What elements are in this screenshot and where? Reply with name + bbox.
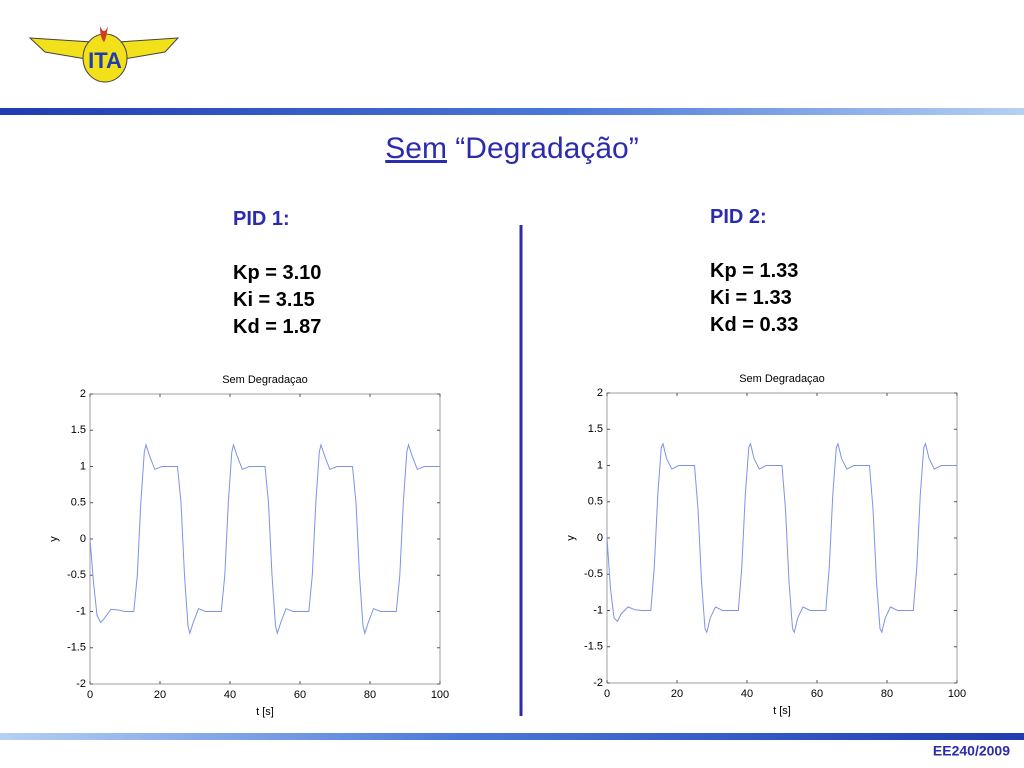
title-underlined: Sem — [385, 132, 447, 165]
x-tick-label: 60 — [294, 689, 306, 701]
x-tick-label: 100 — [431, 689, 449, 701]
y-tick-label: -1.5 — [584, 641, 603, 653]
pid-param: Kd = 0.33 — [710, 314, 799, 336]
pid-param: Ki = 1.33 — [710, 287, 792, 309]
y-tick-label: -1 — [76, 605, 86, 617]
pid-param: Kd = 1.87 — [233, 316, 322, 338]
y-axis-label: y — [565, 535, 577, 541]
pid2-block: PID 2: Kp = 1.33 Ki = 1.33 Kd = 0.33 — [710, 204, 798, 339]
x-tick-label: 20 — [671, 688, 683, 700]
x-tick-label: 80 — [364, 689, 376, 701]
x-tick-label: 40 — [741, 688, 753, 700]
x-axis-label: t [s] — [773, 705, 791, 717]
y-tick-label: 2 — [80, 388, 86, 400]
x-tick-label: 20 — [154, 689, 166, 701]
y-tick-label: 0.5 — [588, 496, 603, 508]
pid-param: Kp = 3.10 — [233, 262, 322, 284]
y-tick-label: 1 — [80, 460, 86, 472]
logo: ITA — [28, 26, 180, 83]
footer-text: EE240/2009 — [933, 743, 1010, 759]
y-tick-label: 1.5 — [71, 424, 86, 436]
slide-title: Sem “Degradação” — [385, 132, 638, 165]
y-tick-label: -2 — [593, 677, 603, 689]
pid-heading: PID 2: — [710, 206, 767, 228]
x-tick-label: 0 — [87, 689, 93, 701]
y-tick-label: -0.5 — [584, 568, 603, 580]
x-tick-label: 40 — [224, 689, 236, 701]
y-tick-label: 1 — [597, 459, 603, 471]
y-tick-label: -1 — [593, 604, 603, 616]
chart-title: Sem Degradaçao — [222, 374, 308, 386]
x-tick-label: 100 — [948, 688, 966, 700]
pid-param: Kp = 1.33 — [710, 260, 799, 282]
chart-title: Sem Degradaçao — [739, 373, 825, 385]
logo-text: ITA — [88, 48, 122, 73]
header-bar — [0, 108, 1024, 115]
y-tick-label: 0.5 — [71, 497, 86, 509]
title-rest: “Degradação” — [455, 132, 638, 165]
x-tick-label: 80 — [881, 688, 893, 700]
y-tick-label: -1.5 — [67, 642, 86, 654]
pid-param: Ki = 3.15 — [233, 289, 315, 311]
pid1-block: PID 1: Kp = 3.10 Ki = 3.15 Kd = 1.87 — [233, 206, 321, 341]
y-axis-label: y — [48, 536, 60, 542]
data-line — [606, 442, 957, 634]
y-tick-label: 0 — [80, 533, 86, 545]
data-line — [89, 442, 440, 636]
x-axis-label: t [s] — [256, 706, 274, 718]
pid-heading: PID 1: — [233, 208, 290, 230]
y-tick-label: -0.5 — [67, 569, 86, 581]
y-tick-label: -2 — [76, 678, 86, 690]
plot-frame — [606, 392, 958, 684]
y-tick-label: 1.5 — [588, 423, 603, 435]
y-tick-label: 0 — [597, 532, 603, 544]
plot-frame — [89, 393, 441, 685]
x-tick-label: 60 — [811, 688, 823, 700]
footer-bar — [0, 733, 1024, 740]
y-tick-label: 2 — [597, 387, 603, 399]
x-tick-label: 0 — [604, 688, 610, 700]
